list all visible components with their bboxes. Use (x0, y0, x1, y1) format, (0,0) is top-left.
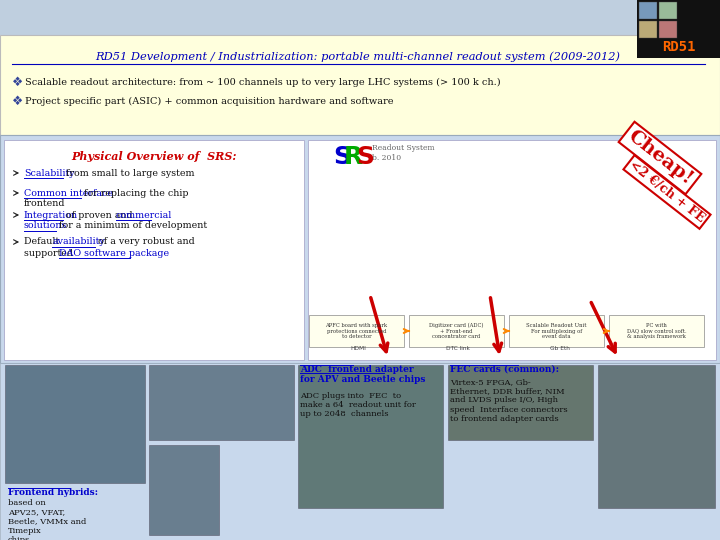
Text: S: S (333, 145, 351, 169)
FancyBboxPatch shape (598, 365, 715, 508)
Text: ❖: ❖ (12, 94, 23, 107)
FancyBboxPatch shape (639, 2, 657, 19)
Text: for a minimum of development: for a minimum of development (56, 221, 207, 231)
FancyBboxPatch shape (308, 140, 716, 360)
FancyBboxPatch shape (309, 315, 404, 347)
FancyBboxPatch shape (637, 0, 720, 58)
Text: S: S (356, 145, 374, 169)
Text: APFC board with spark
protections connected
to detector: APFC board with spark protections connec… (325, 323, 387, 339)
Text: for replacing the chip: for replacing the chip (81, 188, 188, 198)
FancyBboxPatch shape (509, 315, 604, 347)
FancyBboxPatch shape (149, 365, 294, 440)
Text: of proven and: of proven and (63, 211, 135, 219)
Text: Integration: Integration (24, 211, 78, 219)
FancyBboxPatch shape (609, 315, 704, 347)
Text: Common interface: Common interface (24, 188, 113, 198)
Text: Project specific part (ASIC) + common acquisition hardware and software: Project specific part (ASIC) + common ac… (25, 97, 394, 105)
Text: PC with
DAQ slow control soft.
& analysis framework: PC with DAQ slow control soft. & analysi… (626, 323, 686, 339)
Text: commercial: commercial (116, 211, 172, 219)
FancyBboxPatch shape (4, 140, 304, 360)
FancyBboxPatch shape (149, 445, 219, 535)
Text: Scalable readout architecture: from ~ 100 channels up to very large LHC systems : Scalable readout architecture: from ~ 10… (25, 77, 500, 86)
FancyBboxPatch shape (0, 35, 720, 135)
Text: DAO software package: DAO software package (59, 248, 169, 258)
FancyBboxPatch shape (5, 365, 145, 483)
FancyBboxPatch shape (659, 2, 677, 19)
Text: Default: Default (24, 238, 62, 246)
Text: of a very robust and: of a very robust and (95, 238, 194, 246)
Text: <2 €/ch + FE: <2 €/ch + FE (627, 159, 707, 225)
Text: DTC link: DTC link (446, 347, 470, 352)
FancyBboxPatch shape (639, 21, 657, 38)
Text: availability: availability (53, 238, 105, 246)
Text: ADC plugs into  FEC  to
make a 64  readout unit for
up to 2048  channels: ADC plugs into FEC to make a 64 readout … (300, 392, 416, 418)
Text: Scalability: Scalability (24, 168, 75, 178)
Text: FEC cards (common):: FEC cards (common): (450, 365, 559, 374)
Text: Virtex-5 FPGA, Gb-
Ethernet, DDR buffer, NIM
and LVDS pulse I/O, High
speed  Int: Virtex-5 FPGA, Gb- Ethernet, DDR buffer,… (450, 378, 567, 423)
Text: from small to large system: from small to large system (63, 168, 194, 178)
Text: Frontend hybrids:: Frontend hybrids: (8, 488, 98, 497)
Text: Digitizer card (ADC)
+ Front-end
concentrator card: Digitizer card (ADC) + Front-end concent… (429, 322, 484, 340)
FancyBboxPatch shape (659, 21, 677, 38)
FancyBboxPatch shape (409, 315, 504, 347)
Text: HDMI: HDMI (350, 347, 366, 352)
Text: RD51: RD51 (662, 40, 696, 54)
Text: Gb Eth: Gb Eth (550, 347, 570, 352)
Text: Scalable Readout Unit
For multiplexing of
event data: Scalable Readout Unit For multiplexing o… (526, 323, 587, 339)
FancyBboxPatch shape (0, 0, 720, 35)
Text: Readout System
b. 2010: Readout System b. 2010 (372, 144, 435, 161)
Text: frontend: frontend (24, 199, 66, 208)
Text: R: R (344, 145, 364, 169)
Text: Cheap!: Cheap! (624, 127, 696, 189)
Text: ADC  frontend adapter
for APV and Beetle chips: ADC frontend adapter for APV and Beetle … (300, 365, 426, 384)
Text: RD51 Development / Industrialization: portable multi-channel readout system (200: RD51 Development / Industrialization: po… (96, 52, 621, 62)
Text: based on
APV25, VFAT,
Beetle, VMMx and
Timepix
chips: based on APV25, VFAT, Beetle, VMMx and T… (8, 499, 86, 540)
FancyBboxPatch shape (448, 365, 593, 440)
FancyBboxPatch shape (298, 365, 443, 508)
Text: solutions: solutions (24, 221, 68, 231)
Text: Physical Overview of  SRS:: Physical Overview of SRS: (71, 151, 237, 161)
Text: supported: supported (24, 248, 76, 258)
Text: ❖: ❖ (12, 76, 23, 89)
FancyBboxPatch shape (0, 363, 720, 540)
FancyBboxPatch shape (0, 135, 720, 363)
